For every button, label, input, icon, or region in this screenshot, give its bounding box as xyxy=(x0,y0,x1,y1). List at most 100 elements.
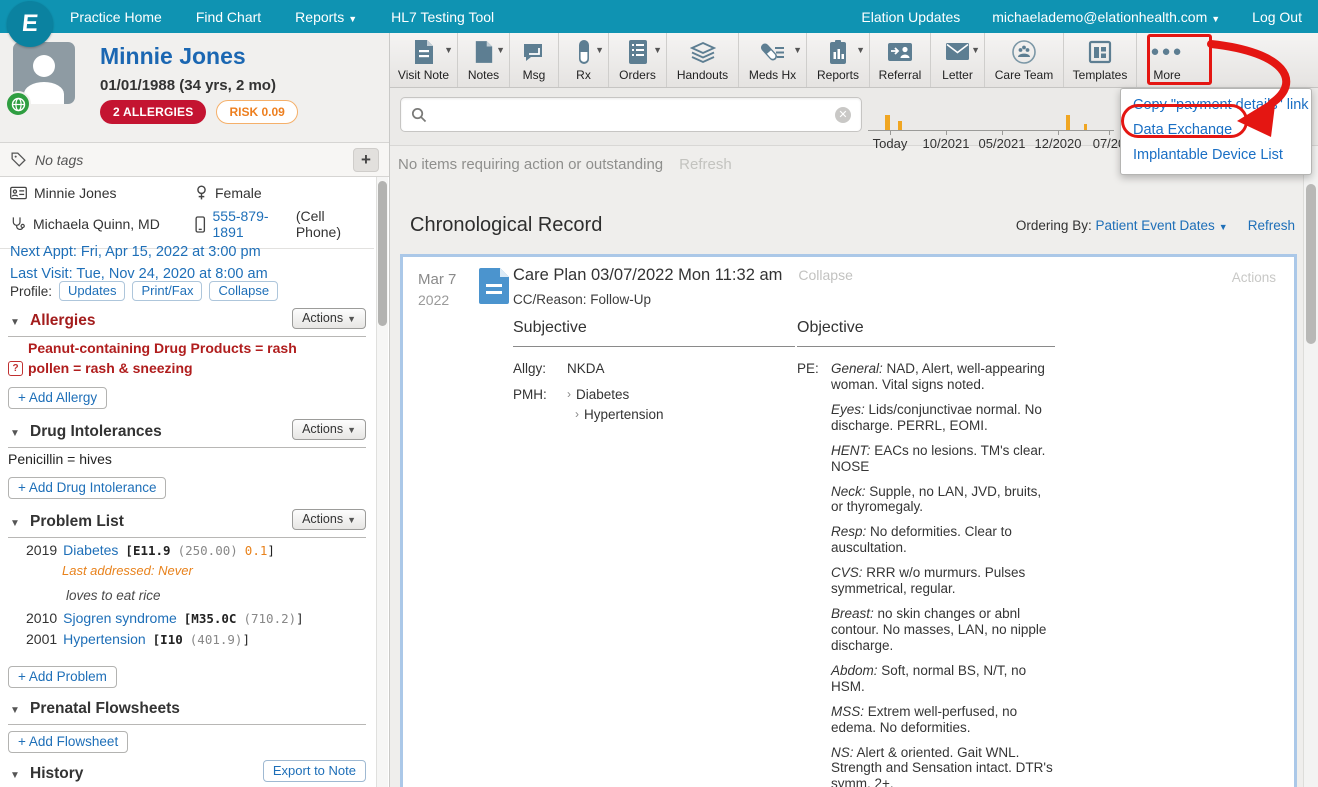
timeline-bar xyxy=(885,115,890,130)
status-row: No items requiring action or outstanding… xyxy=(390,146,1318,182)
profile-updates-button[interactable]: Updates xyxy=(59,281,126,301)
timeline-label: 07/20 xyxy=(1092,136,1126,151)
problem-list-section-header: ▼ Problem List Actions ▼ xyxy=(8,509,366,538)
status-refresh-link[interactable]: Refresh xyxy=(679,155,732,173)
timeline-label: 12/2020 xyxy=(1034,136,1082,151)
ordering-value-dropdown[interactable]: Patient Event Dates ▼ xyxy=(1095,218,1228,233)
more-dropdown-menu: Copy "payment details" link Data Exchang… xyxy=(1120,88,1312,175)
caret-down-icon: ▼ xyxy=(1211,13,1221,24)
nav-find-chart[interactable]: Find Chart xyxy=(195,8,262,25)
next-appt-link[interactable]: Next Appt: Fri, Apr 15, 2022 at 3:00 pm xyxy=(10,244,261,260)
profile-label: Profile: xyxy=(10,283,53,299)
note-collapse-link[interactable]: Collapse xyxy=(798,267,853,283)
contact-phone[interactable]: 555-879-1891 xyxy=(212,208,269,240)
visit-note-button[interactable]: ▼ Visit Note xyxy=(390,33,458,87)
add-problem-button[interactable]: + Add Problem xyxy=(8,666,117,688)
chart-toolbar: ▼ Visit Note ▼ Notes Msg ▼ Rx ▼ Orders xyxy=(390,33,1318,88)
patient-name[interactable]: Minnie Jones xyxy=(100,43,246,69)
search-input[interactable] xyxy=(435,106,835,123)
profile-collapse-button[interactable]: Collapse xyxy=(209,281,279,301)
last-visit-link[interactable]: Last Visit: Tue, Nov 24, 2020 at 8:00 am xyxy=(10,266,268,282)
reports-button[interactable]: ▼ Reports xyxy=(807,33,870,87)
ordering-by: Ordering By: Patient Event Dates ▼ xyxy=(1015,218,1228,233)
clear-search-icon[interactable]: ✕ xyxy=(835,106,851,123)
id-card-icon xyxy=(10,186,27,200)
export-to-note-button[interactable]: Export to Note xyxy=(262,760,366,782)
templates-button[interactable]: Templates xyxy=(1064,33,1137,87)
chart-searchbox[interactable]: ✕ xyxy=(400,97,862,132)
add-flowsheet-button[interactable]: + Add Flowsheet xyxy=(8,731,129,753)
problem-note: loves to eat rice xyxy=(66,588,161,603)
envelope-icon xyxy=(945,38,970,65)
profile-printfax-button[interactable]: Print/Fax xyxy=(132,281,203,301)
caret-down-icon: ▼ xyxy=(496,45,505,55)
more-button[interactable]: ●●● More xyxy=(1137,33,1197,87)
letter-button[interactable]: ▼ Letter xyxy=(931,33,985,87)
note-title[interactable]: Care Plan 03/07/2022 Mon 11:32 am Collaps… xyxy=(513,266,853,284)
problem-list-actions-button[interactable]: Actions ▼ xyxy=(292,509,366,530)
problem-row: 2019 Diabetes [E11.9 (250.00) 0.1] xyxy=(26,542,275,558)
main-scrollbar[interactable] xyxy=(1303,146,1318,787)
unknown-severity-icon: ? xyxy=(8,361,23,376)
meds-hx-button[interactable]: ▼ Meds Hx xyxy=(739,33,807,87)
section-collapse-icon[interactable]: ▼ xyxy=(10,705,20,716)
care-team-button[interactable]: Care Team xyxy=(985,33,1064,87)
add-allergy-button[interactable]: + Add Allergy xyxy=(8,387,108,409)
pe-entry: CVS: RRR w/o murmurs. Pulses symmetrical… xyxy=(831,565,1026,597)
nav-hl7-testing-tool[interactable]: HL7 Testing Tool xyxy=(391,8,495,25)
timeline-label: 10/2021 xyxy=(922,136,970,151)
section-collapse-icon[interactable]: ▼ xyxy=(10,428,20,439)
pmh-item: › Hypertension xyxy=(575,407,664,422)
main-scrollbar-thumb[interactable] xyxy=(1306,184,1316,344)
drug-intolerances-actions-button[interactable]: Actions ▼ xyxy=(292,419,366,440)
caret-down-icon: ▼ xyxy=(595,45,604,55)
menu-item-data-exchange[interactable]: Data Exchange xyxy=(1133,122,1233,138)
section-collapse-icon[interactable]: ▼ xyxy=(10,317,20,328)
sidebar-scrollbar[interactable] xyxy=(376,177,388,787)
nav-elation-updates[interactable]: Elation Updates xyxy=(861,8,961,25)
problem-link[interactable]: Hypertension xyxy=(63,631,146,647)
patient-header: Minnie Jones 01/01/1988 (34 yrs, 2 mo) 2… xyxy=(0,33,389,143)
nav-log-out[interactable]: Log Out xyxy=(1252,8,1302,25)
globe-badge-icon xyxy=(5,91,31,117)
allergies-actions-button[interactable]: Actions ▼ xyxy=(292,308,366,329)
allergy-item[interactable]: Peanut-containing Drug Products = rash xyxy=(28,340,297,356)
rx-button[interactable]: ▼ Rx xyxy=(559,33,609,87)
orders-button[interactable]: ▼ Orders xyxy=(609,33,667,87)
caret-down-icon: ▼ xyxy=(444,45,453,55)
menu-item-copy-payment-details[interactable]: Copy "payment details" link xyxy=(1133,97,1309,113)
elation-logo-icon[interactable]: E xyxy=(7,1,53,47)
account-menu[interactable]: michaelademo@elationhealth.com ▼ xyxy=(992,8,1221,25)
notes-button[interactable]: ▼ Notes xyxy=(458,33,510,87)
note-actions-link[interactable]: Actions xyxy=(1231,270,1276,285)
handouts-button[interactable]: Handouts xyxy=(667,33,739,87)
pe-entry: General: NAD, Alert, well-appearing woma… xyxy=(831,361,1045,392)
problem-link[interactable]: Sjogren syndrome xyxy=(63,610,177,626)
add-drug-intolerance-button[interactable]: + Add Drug Intolerance xyxy=(8,477,167,499)
problem-year: 2010 xyxy=(26,610,58,626)
patient-dob: 01/01/1988 (34 yrs, 2 mo) xyxy=(100,77,276,94)
referral-button[interactable]: Referral xyxy=(870,33,931,87)
record-refresh-link[interactable]: Refresh xyxy=(1247,218,1295,233)
allergy-item[interactable]: pollen = rash & sneezing xyxy=(28,360,193,376)
drug-intolerance-item[interactable]: Penicillin = hives xyxy=(8,451,112,467)
page-title: Chronological Record xyxy=(410,214,603,236)
menu-item-implantable-device-list[interactable]: Implantable Device List xyxy=(1133,147,1283,163)
sidebar-scrollbar-thumb[interactable] xyxy=(378,181,387,326)
chart-timeline[interactable]: Today 10/2021 05/2021 12/2020 07/20 xyxy=(868,100,1125,151)
nav-reports[interactable]: Reports ▼ xyxy=(295,8,358,25)
objective-column: Objective PE: General: NAD, Alert, well-… xyxy=(797,319,1055,787)
problem-link[interactable]: Diabetes xyxy=(63,542,119,558)
risk-badge[interactable]: RISK 0.09 xyxy=(216,100,298,124)
pe-entry: Abdom: Soft, normal BS, N/T, no HSM. xyxy=(831,662,1027,694)
section-collapse-icon[interactable]: ▼ xyxy=(10,518,20,529)
msg-button[interactable]: Msg xyxy=(510,33,559,87)
allergies-badge[interactable]: 2 ALLERGIES xyxy=(100,100,207,124)
section-collapse-icon[interactable]: ▼ xyxy=(10,770,20,781)
visit-note-icon xyxy=(413,38,435,65)
add-tag-button[interactable]: + xyxy=(353,147,379,172)
message-icon xyxy=(522,38,546,65)
contact-provider: Michaela Quinn, MD xyxy=(33,216,160,232)
nav-practice-home[interactable]: Practice Home xyxy=(70,8,162,25)
more-dots-icon: ●●● xyxy=(1150,43,1184,60)
